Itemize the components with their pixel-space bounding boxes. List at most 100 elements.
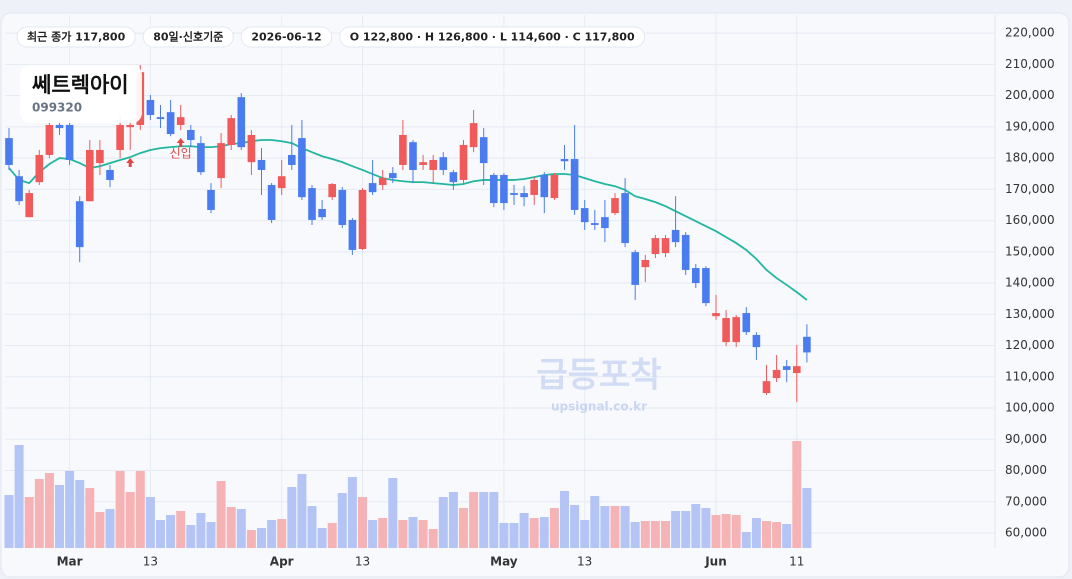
volume-layer xyxy=(4,441,812,548)
candle-body xyxy=(439,157,448,170)
candle-body xyxy=(277,176,286,189)
candle-body xyxy=(803,336,811,353)
badge xyxy=(142,26,234,48)
volume-bar xyxy=(418,520,428,548)
candle-body xyxy=(227,118,235,145)
volume-bar xyxy=(196,513,206,548)
candle-body xyxy=(5,138,13,165)
candle-body xyxy=(207,189,215,210)
volume-bar xyxy=(721,514,731,548)
volume-bar xyxy=(792,441,802,548)
candle-body xyxy=(560,159,569,162)
badge xyxy=(339,26,646,48)
badge-text: 80일·신호기준 xyxy=(153,30,223,44)
volume-bar xyxy=(681,511,691,548)
y-tick-label: 220,000 xyxy=(1005,26,1055,40)
volume-bar xyxy=(751,518,761,548)
x-tick-label: May xyxy=(490,555,518,569)
candle-body xyxy=(651,238,660,255)
volume-bar xyxy=(438,497,448,548)
volume-bar xyxy=(44,473,54,548)
volume-bar xyxy=(368,520,378,548)
x-tick-label: 13 xyxy=(143,555,158,569)
candle-body xyxy=(520,193,528,198)
volume-bar xyxy=(24,497,34,548)
candle-body xyxy=(611,198,619,214)
y-tick-label: 100,000 xyxy=(1005,401,1055,415)
candle-body xyxy=(288,154,296,165)
candle-body xyxy=(146,99,155,115)
volume-bar xyxy=(388,478,398,548)
volume-bar xyxy=(782,524,792,548)
y-tick-label: 130,000 xyxy=(1005,307,1055,321)
candle-body xyxy=(318,209,326,218)
candle-body xyxy=(378,178,387,185)
candle-body xyxy=(217,143,225,179)
volume-bar xyxy=(206,522,216,548)
volume-bar xyxy=(731,515,741,548)
candle-body xyxy=(237,97,246,148)
candle-body xyxy=(621,193,629,244)
ticker: 099320 xyxy=(32,101,82,115)
volume-bar xyxy=(519,513,529,548)
candle-body xyxy=(793,366,801,374)
candle-body xyxy=(126,124,134,128)
y-tick-label: 60,000 xyxy=(1005,526,1047,540)
candle-body xyxy=(45,124,54,155)
badge-text: 2026-06-12 xyxy=(251,31,321,44)
volume-bar xyxy=(479,492,489,548)
badge-text: O 122,800 · H 126,800 · L 114,600 · C 11… xyxy=(350,31,635,44)
y-tick-label: 80,000 xyxy=(1005,463,1047,477)
y-tick-label: 140,000 xyxy=(1005,276,1055,290)
candle-body xyxy=(752,334,761,348)
candle-body xyxy=(782,366,791,370)
volume-bar xyxy=(469,492,479,548)
candle-body xyxy=(490,174,498,204)
watermark-sub: upsignal.co.kr xyxy=(551,400,647,414)
volume-bar xyxy=(95,512,105,548)
candle-body xyxy=(96,149,104,164)
y-tick-label: 150,000 xyxy=(1005,244,1055,258)
volume-bar xyxy=(267,520,277,548)
y-tick-label: 120,000 xyxy=(1005,338,1055,352)
candle-body xyxy=(389,173,397,179)
candle-body xyxy=(702,268,710,304)
x-tick-label: Jun xyxy=(704,555,727,569)
candle-body xyxy=(722,318,730,343)
signal-arrow xyxy=(176,137,185,147)
volume-bar xyxy=(398,520,408,548)
candle-body xyxy=(661,238,670,254)
candle-body xyxy=(419,162,427,165)
volume-bar xyxy=(499,523,509,548)
signal-arrow xyxy=(126,157,135,167)
volume-bar xyxy=(358,497,367,548)
volume-bar xyxy=(741,532,751,548)
candle-body xyxy=(399,134,407,165)
candle-body xyxy=(550,174,559,199)
candle-body xyxy=(570,159,579,210)
volume-bar xyxy=(166,515,176,548)
y-tick-label: 180,000 xyxy=(1005,151,1055,165)
candle-body xyxy=(409,142,417,170)
volume-bar xyxy=(337,493,347,548)
volume-bar xyxy=(428,529,438,548)
candle-body xyxy=(631,252,639,285)
candle-body xyxy=(500,174,508,204)
candle-body xyxy=(166,112,175,135)
candle-body xyxy=(338,189,347,225)
volume-bar xyxy=(105,509,115,548)
candle-body xyxy=(772,369,781,379)
candle-body xyxy=(25,193,33,218)
y-tick-label: 200,000 xyxy=(1005,88,1055,102)
candle-body xyxy=(681,234,690,270)
volume-bar xyxy=(115,471,125,548)
volume-bar xyxy=(125,492,135,548)
candle-body xyxy=(257,159,266,170)
candle-body xyxy=(267,184,276,220)
candle-body xyxy=(530,179,538,195)
y-tick-label: 90,000 xyxy=(1005,432,1047,446)
candle-body xyxy=(75,201,84,248)
volume-bar xyxy=(459,508,468,548)
candle-body xyxy=(671,229,680,243)
candle-body xyxy=(55,124,64,129)
